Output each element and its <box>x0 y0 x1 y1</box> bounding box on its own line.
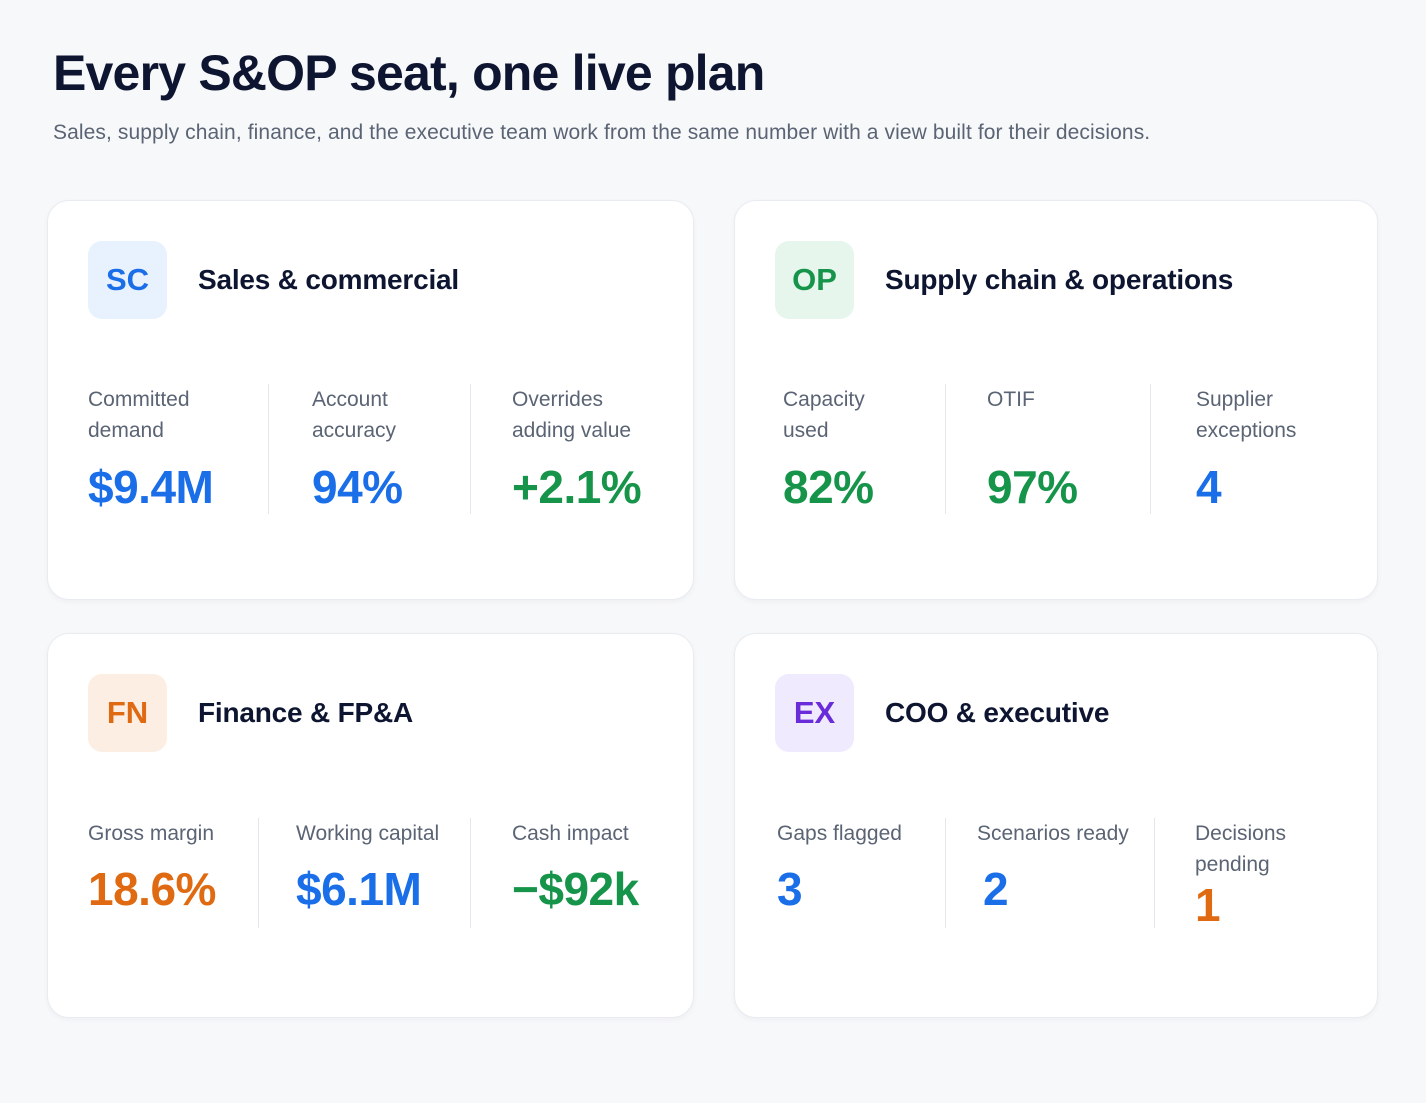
metric-scenarios-ready: Scenarios ready 2 <box>945 818 1154 928</box>
metric-label: Supplier exceptions <box>1196 388 1297 442</box>
metric-working-capital: Working capital $6.1M <box>258 818 470 928</box>
metric-gaps-flagged: Gaps flagged 3 <box>777 818 945 928</box>
badge-ex: EX <box>775 674 854 752</box>
metric-value: 97% <box>987 461 1078 513</box>
metric-label: Cash impact <box>512 822 629 845</box>
card-executive: EX COO & executive Gaps flagged 3 Scenar… <box>734 633 1378 1018</box>
metric-supplier-exceptions: Supplier exceptions 4 <box>1150 384 1330 514</box>
metric-overrides: Overrides adding value +2.1% <box>470 384 655 514</box>
card-title: Finance & FP&A <box>198 697 414 728</box>
card-title: Sales & commercial <box>198 264 459 295</box>
metric-decisions-pending: Decisions pending 1 <box>1154 818 1334 931</box>
metric-value: $9.4M <box>88 461 214 513</box>
metric-value: 94% <box>312 461 403 513</box>
card-supply-chain: OP Supply chain & operations Capacity us… <box>734 200 1378 600</box>
card-sales-commercial: SC Sales & commercial Committed demand $… <box>47 200 694 600</box>
metric-value: $6.1M <box>296 863 422 915</box>
card-title: COO & executive <box>885 697 1110 728</box>
badge-op: OP <box>775 241 854 319</box>
metric-label: Scenarios ready <box>977 822 1129 845</box>
page-subtitle: Sales, supply chain, finance, and the ex… <box>53 121 1151 144</box>
page-title: Every S&OP seat, one live plan <box>53 45 765 101</box>
card-title: Supply chain & operations <box>885 264 1234 295</box>
metric-label: Capacity used <box>783 388 865 442</box>
badge-sc: SC <box>88 241 167 319</box>
card-finance: FN Finance & FP&A Gross margin 18.6% Wor… <box>47 633 694 1018</box>
metric-label: Overrides adding value <box>512 388 632 442</box>
metrics-row: Capacity used 82% OTIF 97% Supplier exce… <box>783 384 1337 514</box>
metric-otif: OTIF 97% <box>945 384 1150 514</box>
metric-label: Gaps flagged <box>777 822 902 845</box>
metric-value: 82% <box>783 461 874 513</box>
metrics-row: Gross margin 18.6% Working capital $6.1M… <box>88 818 653 928</box>
metrics-row: Committed demand $9.4M Account accuracy … <box>88 384 653 514</box>
metrics-row: Gaps flagged 3 Scenarios ready 2 Decisio… <box>777 818 1337 931</box>
metric-account-accuracy: Account accuracy 94% <box>268 384 470 514</box>
metric-value: 1 <box>1195 879 1221 931</box>
metric-label: Decisions pending <box>1195 822 1287 876</box>
metric-value: 3 <box>777 863 803 915</box>
metric-capacity-used: Capacity used 82% <box>783 384 945 514</box>
metric-cash-impact: Cash impact −$92k <box>470 818 655 928</box>
metric-label: OTIF <box>987 388 1035 411</box>
metric-gross-margin: Gross margin 18.6% <box>88 818 258 928</box>
metric-label: Working capital <box>296 822 440 845</box>
metric-value: 2 <box>983 863 1009 915</box>
metric-value: 4 <box>1196 461 1222 513</box>
metric-value: −$92k <box>512 863 639 915</box>
metric-label: Gross margin <box>88 822 215 845</box>
metric-value: +2.1% <box>512 461 642 513</box>
metric-label: Committed demand <box>88 388 190 442</box>
badge-fn: FN <box>88 674 167 752</box>
metric-committed-demand: Committed demand $9.4M <box>88 384 268 514</box>
metric-label: Account accuracy <box>312 388 397 442</box>
metric-value: 18.6% <box>88 863 216 915</box>
